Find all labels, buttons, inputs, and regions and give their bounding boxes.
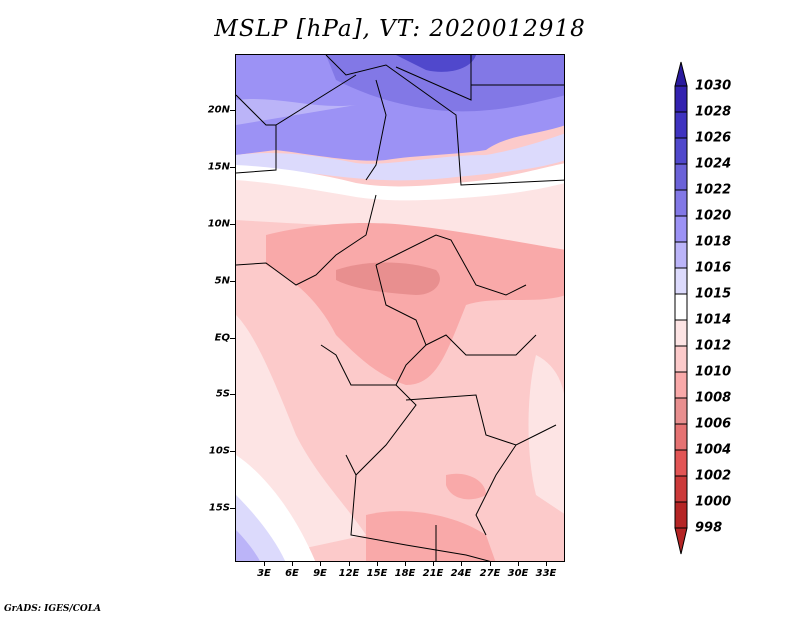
map-field bbox=[236, 55, 564, 561]
x-tick-label: 24E bbox=[450, 568, 472, 579]
axis-tick bbox=[377, 562, 378, 566]
colorbar-box bbox=[674, 111, 688, 139]
colorbar-box bbox=[674, 241, 688, 269]
field-1020 bbox=[326, 55, 564, 112]
colorbar-label: 1002 bbox=[695, 468, 732, 484]
colorbar-label: 1026 bbox=[695, 130, 732, 146]
axis-tick bbox=[320, 562, 321, 566]
axis-tick bbox=[292, 562, 293, 566]
colorbar-label: 1015 bbox=[695, 286, 732, 302]
colorbar-label: 1012 bbox=[695, 338, 732, 354]
axis-tick bbox=[518, 562, 519, 566]
colorbar-box bbox=[674, 449, 688, 477]
x-tick-label: 9E bbox=[313, 568, 327, 579]
field-1024 bbox=[396, 55, 476, 72]
field-1008 bbox=[266, 223, 564, 385]
colorbar-box bbox=[674, 319, 688, 347]
y-tick-label: 10N bbox=[207, 218, 230, 230]
colorbar bbox=[674, 61, 688, 555]
axis-tick bbox=[230, 338, 235, 339]
colorbar-label: 1010 bbox=[695, 364, 732, 380]
colorbar-box bbox=[674, 215, 688, 243]
x-tick-label: 18E bbox=[394, 568, 416, 579]
colorbar-label: 1030 bbox=[695, 78, 732, 94]
colorbar-box bbox=[674, 423, 688, 451]
colorbar-label: 1008 bbox=[695, 390, 732, 406]
axis-tick bbox=[230, 281, 235, 282]
colorbar-box bbox=[674, 293, 688, 321]
y-tick-label: 20N bbox=[207, 104, 230, 116]
colorbar-box bbox=[674, 163, 688, 191]
colorbar-box bbox=[674, 137, 688, 165]
colorbar-box bbox=[674, 267, 688, 295]
colorbar-box bbox=[674, 475, 688, 503]
x-tick-label: 6E bbox=[285, 568, 299, 579]
country-borders bbox=[236, 55, 564, 561]
x-tick-label: 3E bbox=[257, 568, 271, 579]
axis-tick bbox=[230, 394, 235, 395]
y-tick-label: EQ bbox=[214, 332, 230, 344]
field-1006 bbox=[336, 262, 440, 295]
x-tick-label: 30E bbox=[507, 568, 529, 579]
y-tick-label: 15S bbox=[208, 502, 230, 514]
axis-tick bbox=[264, 562, 265, 566]
x-tick-label: 27E bbox=[479, 568, 501, 579]
colorbar-label: 998 bbox=[695, 520, 723, 536]
axis-tick bbox=[230, 451, 235, 452]
colorbar-box bbox=[674, 397, 688, 425]
axis-tick bbox=[349, 562, 350, 566]
x-tick-label: 21E bbox=[422, 568, 444, 579]
axis-tick bbox=[433, 562, 434, 566]
colorbar-box bbox=[674, 189, 688, 217]
field-1016-sw bbox=[236, 530, 260, 561]
axis-tick bbox=[546, 562, 547, 566]
colorbar-bottom-arrow bbox=[674, 527, 688, 555]
field-1008-s bbox=[366, 511, 496, 561]
chart-title: MSLP [hPa], VT: 2020012918 bbox=[214, 16, 586, 42]
colorbar-label: 1014 bbox=[695, 312, 732, 328]
y-tick-label: 5N bbox=[214, 275, 230, 287]
axis-tick bbox=[230, 508, 235, 509]
mslp-map bbox=[235, 54, 565, 562]
colorbar-box bbox=[674, 501, 688, 529]
colorbar-label: 1024 bbox=[695, 156, 732, 172]
colorbar-label: 1016 bbox=[695, 260, 732, 276]
axis-tick bbox=[230, 224, 235, 225]
colorbar-label: 1020 bbox=[695, 208, 732, 224]
y-tick-label: 5S bbox=[215, 388, 230, 400]
axis-tick bbox=[230, 167, 235, 168]
axis-tick bbox=[230, 110, 235, 111]
colorbar-label: 1022 bbox=[695, 182, 732, 198]
colorbar-box bbox=[674, 85, 688, 113]
colorbar-label: 1004 bbox=[695, 442, 732, 458]
x-tick-label: 33E bbox=[535, 568, 557, 579]
y-tick-label: 10S bbox=[208, 445, 230, 457]
colorbar-label: 1000 bbox=[695, 494, 732, 510]
x-tick-label: 15E bbox=[366, 568, 388, 579]
field-1015 bbox=[236, 133, 564, 181]
colorbar-label: 1028 bbox=[695, 104, 732, 120]
colorbar-label: 1006 bbox=[695, 416, 732, 432]
field-1008-se bbox=[446, 473, 486, 500]
colorbar-box bbox=[674, 345, 688, 373]
field-1012-e bbox=[528, 355, 564, 514]
axis-tick bbox=[405, 562, 406, 566]
x-tick-label: 12E bbox=[338, 568, 360, 579]
axis-tick bbox=[461, 562, 462, 566]
colorbar-top-arrow bbox=[674, 61, 688, 87]
colorbar-label: 1018 bbox=[695, 234, 732, 250]
colorbar-box bbox=[674, 371, 688, 399]
y-tick-label: 15N bbox=[207, 161, 230, 173]
credit-text: GrADS: IGES/COLA bbox=[4, 604, 102, 614]
axis-tick bbox=[490, 562, 491, 566]
